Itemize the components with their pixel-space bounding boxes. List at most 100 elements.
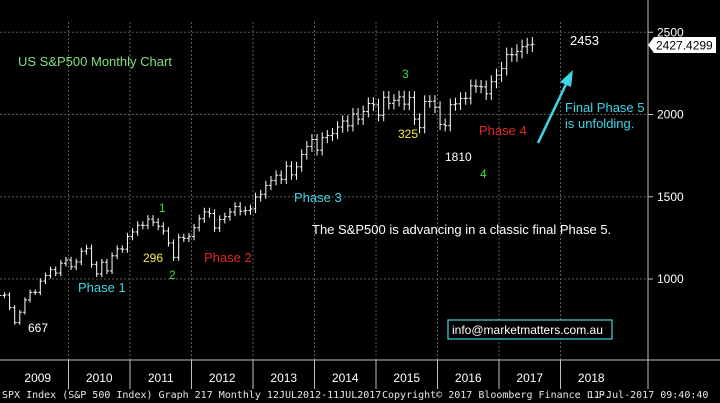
price-bar — [315, 134, 320, 156]
annotation-667: 667 — [28, 321, 48, 335]
x-tick-label: 2015 — [393, 371, 420, 385]
price-bar — [453, 97, 458, 111]
last-value-label: 2427.4299 — [656, 39, 713, 53]
footer-timestamp: 11-Jul-2017 09:40:40 — [588, 390, 709, 401]
price-bar — [120, 245, 125, 253]
price-bar — [489, 75, 494, 101]
price-bar — [166, 227, 171, 247]
price-bar — [386, 90, 391, 110]
chart-area: 1000 1500 2000 2500 2009 2010 2011 2012 2013 201… — [0, 0, 720, 389]
price-bar — [161, 222, 166, 235]
x-tick-label: 2009 — [24, 371, 51, 385]
price-bar — [248, 204, 253, 215]
price-bar — [130, 228, 135, 241]
price-bar — [473, 79, 478, 93]
price-bar — [222, 212, 227, 224]
price-bar — [325, 130, 330, 144]
x-tick-label: 2011 — [148, 371, 174, 385]
price-bar — [227, 207, 232, 221]
price-bar — [484, 80, 489, 101]
price-bar — [514, 44, 519, 62]
price-bar — [207, 207, 212, 218]
price-bar — [28, 289, 33, 303]
price-bar — [520, 39, 525, 59]
price-bar — [2, 292, 7, 299]
price-bar — [243, 206, 248, 216]
price-bar — [345, 115, 350, 132]
price-bar — [366, 97, 371, 118]
annotation-1810: 1810 — [445, 150, 472, 164]
price-bar — [33, 289, 38, 296]
x-tick-label: 2014 — [332, 371, 359, 385]
price-bar — [499, 61, 504, 82]
price-bar — [274, 170, 279, 186]
price-bar — [417, 113, 422, 134]
price-bar — [253, 192, 258, 214]
arrow-icon — [536, 70, 573, 144]
price-bar — [432, 95, 437, 114]
price-bar — [79, 247, 84, 266]
gridlines — [0, 22, 648, 360]
price-bar — [479, 79, 484, 94]
price-bar — [140, 221, 145, 230]
chart-title: US S&P500 Monthly Chart — [18, 54, 172, 69]
price-bar — [525, 37, 530, 54]
price-bar — [458, 92, 463, 110]
price-bar — [407, 91, 412, 111]
annotation-phase-4: Phase 4 — [479, 123, 527, 138]
price-bar — [304, 141, 309, 160]
price-bar — [22, 297, 27, 315]
annotation-wave-1: 1 — [159, 201, 166, 215]
annotation-296: 296 — [143, 251, 163, 265]
price-bar — [438, 101, 443, 131]
price-bar — [43, 272, 48, 285]
price-bar — [12, 305, 17, 325]
price-bar — [371, 97, 376, 111]
price-bar — [294, 161, 299, 180]
x-tick-label: 2012 — [209, 371, 236, 385]
price-bar — [376, 98, 381, 122]
price-bar — [412, 91, 417, 125]
x-tick-label: 2013 — [270, 371, 297, 385]
price-bar — [340, 115, 345, 133]
annotation-2453: 2453 — [570, 33, 599, 48]
price-bar — [186, 232, 191, 243]
price-bar — [217, 215, 222, 232]
y-tick-label: 2500 — [657, 25, 684, 39]
price-bar — [89, 244, 94, 268]
annotation-wave-2: 2 — [169, 268, 176, 282]
price-bar — [443, 118, 448, 132]
price-bar — [7, 292, 12, 311]
price-bar — [468, 79, 473, 105]
price-bar — [530, 37, 535, 53]
price-bar — [74, 258, 79, 271]
price-bar — [422, 95, 427, 134]
price-bar — [284, 161, 289, 185]
price-bar — [192, 223, 197, 241]
price-bar — [402, 90, 407, 111]
annotation-phase-3: Phase 3 — [294, 190, 342, 205]
price-bar — [145, 215, 150, 230]
last-value-tag: 2427.4299 — [648, 37, 716, 53]
price-bar — [463, 91, 468, 105]
watermark-box: info@marketmatters.com.au — [447, 319, 613, 340]
price-bar — [69, 256, 74, 271]
price-bar — [391, 94, 396, 110]
price-bar — [494, 68, 499, 89]
y-tick-label: 1000 — [657, 272, 684, 286]
annotation-is-unfolding: is unfolding. — [565, 116, 634, 131]
price-bar — [268, 175, 273, 191]
price-bar — [48, 266, 53, 279]
price-bar — [448, 98, 453, 132]
annotation-wave-4: 4 — [480, 167, 487, 181]
annotation-325: 325 — [398, 127, 418, 141]
price-bar — [197, 214, 202, 232]
price-bar — [330, 128, 335, 142]
price-bar — [135, 221, 140, 236]
annotation-wave-3: 3 — [402, 67, 409, 81]
price-bar — [289, 161, 294, 180]
price-bar — [115, 245, 120, 260]
price-bar — [233, 202, 238, 217]
price-bar — [151, 215, 156, 227]
price-bar — [397, 90, 402, 107]
